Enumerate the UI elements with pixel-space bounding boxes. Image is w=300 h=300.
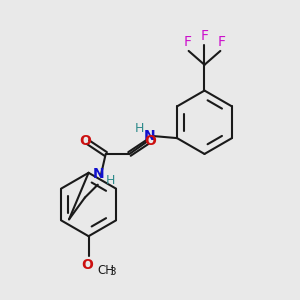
Text: N: N (143, 129, 155, 143)
Text: N: N (93, 167, 105, 181)
Text: F: F (184, 35, 192, 49)
Text: F: F (200, 29, 208, 43)
Text: O: O (79, 134, 91, 148)
Text: F: F (217, 35, 225, 49)
Text: O: O (144, 134, 156, 148)
Text: CH: CH (98, 264, 115, 277)
Text: H: H (106, 174, 115, 187)
Text: 3: 3 (110, 267, 116, 277)
Text: H: H (135, 122, 144, 135)
Text: O: O (82, 258, 94, 272)
